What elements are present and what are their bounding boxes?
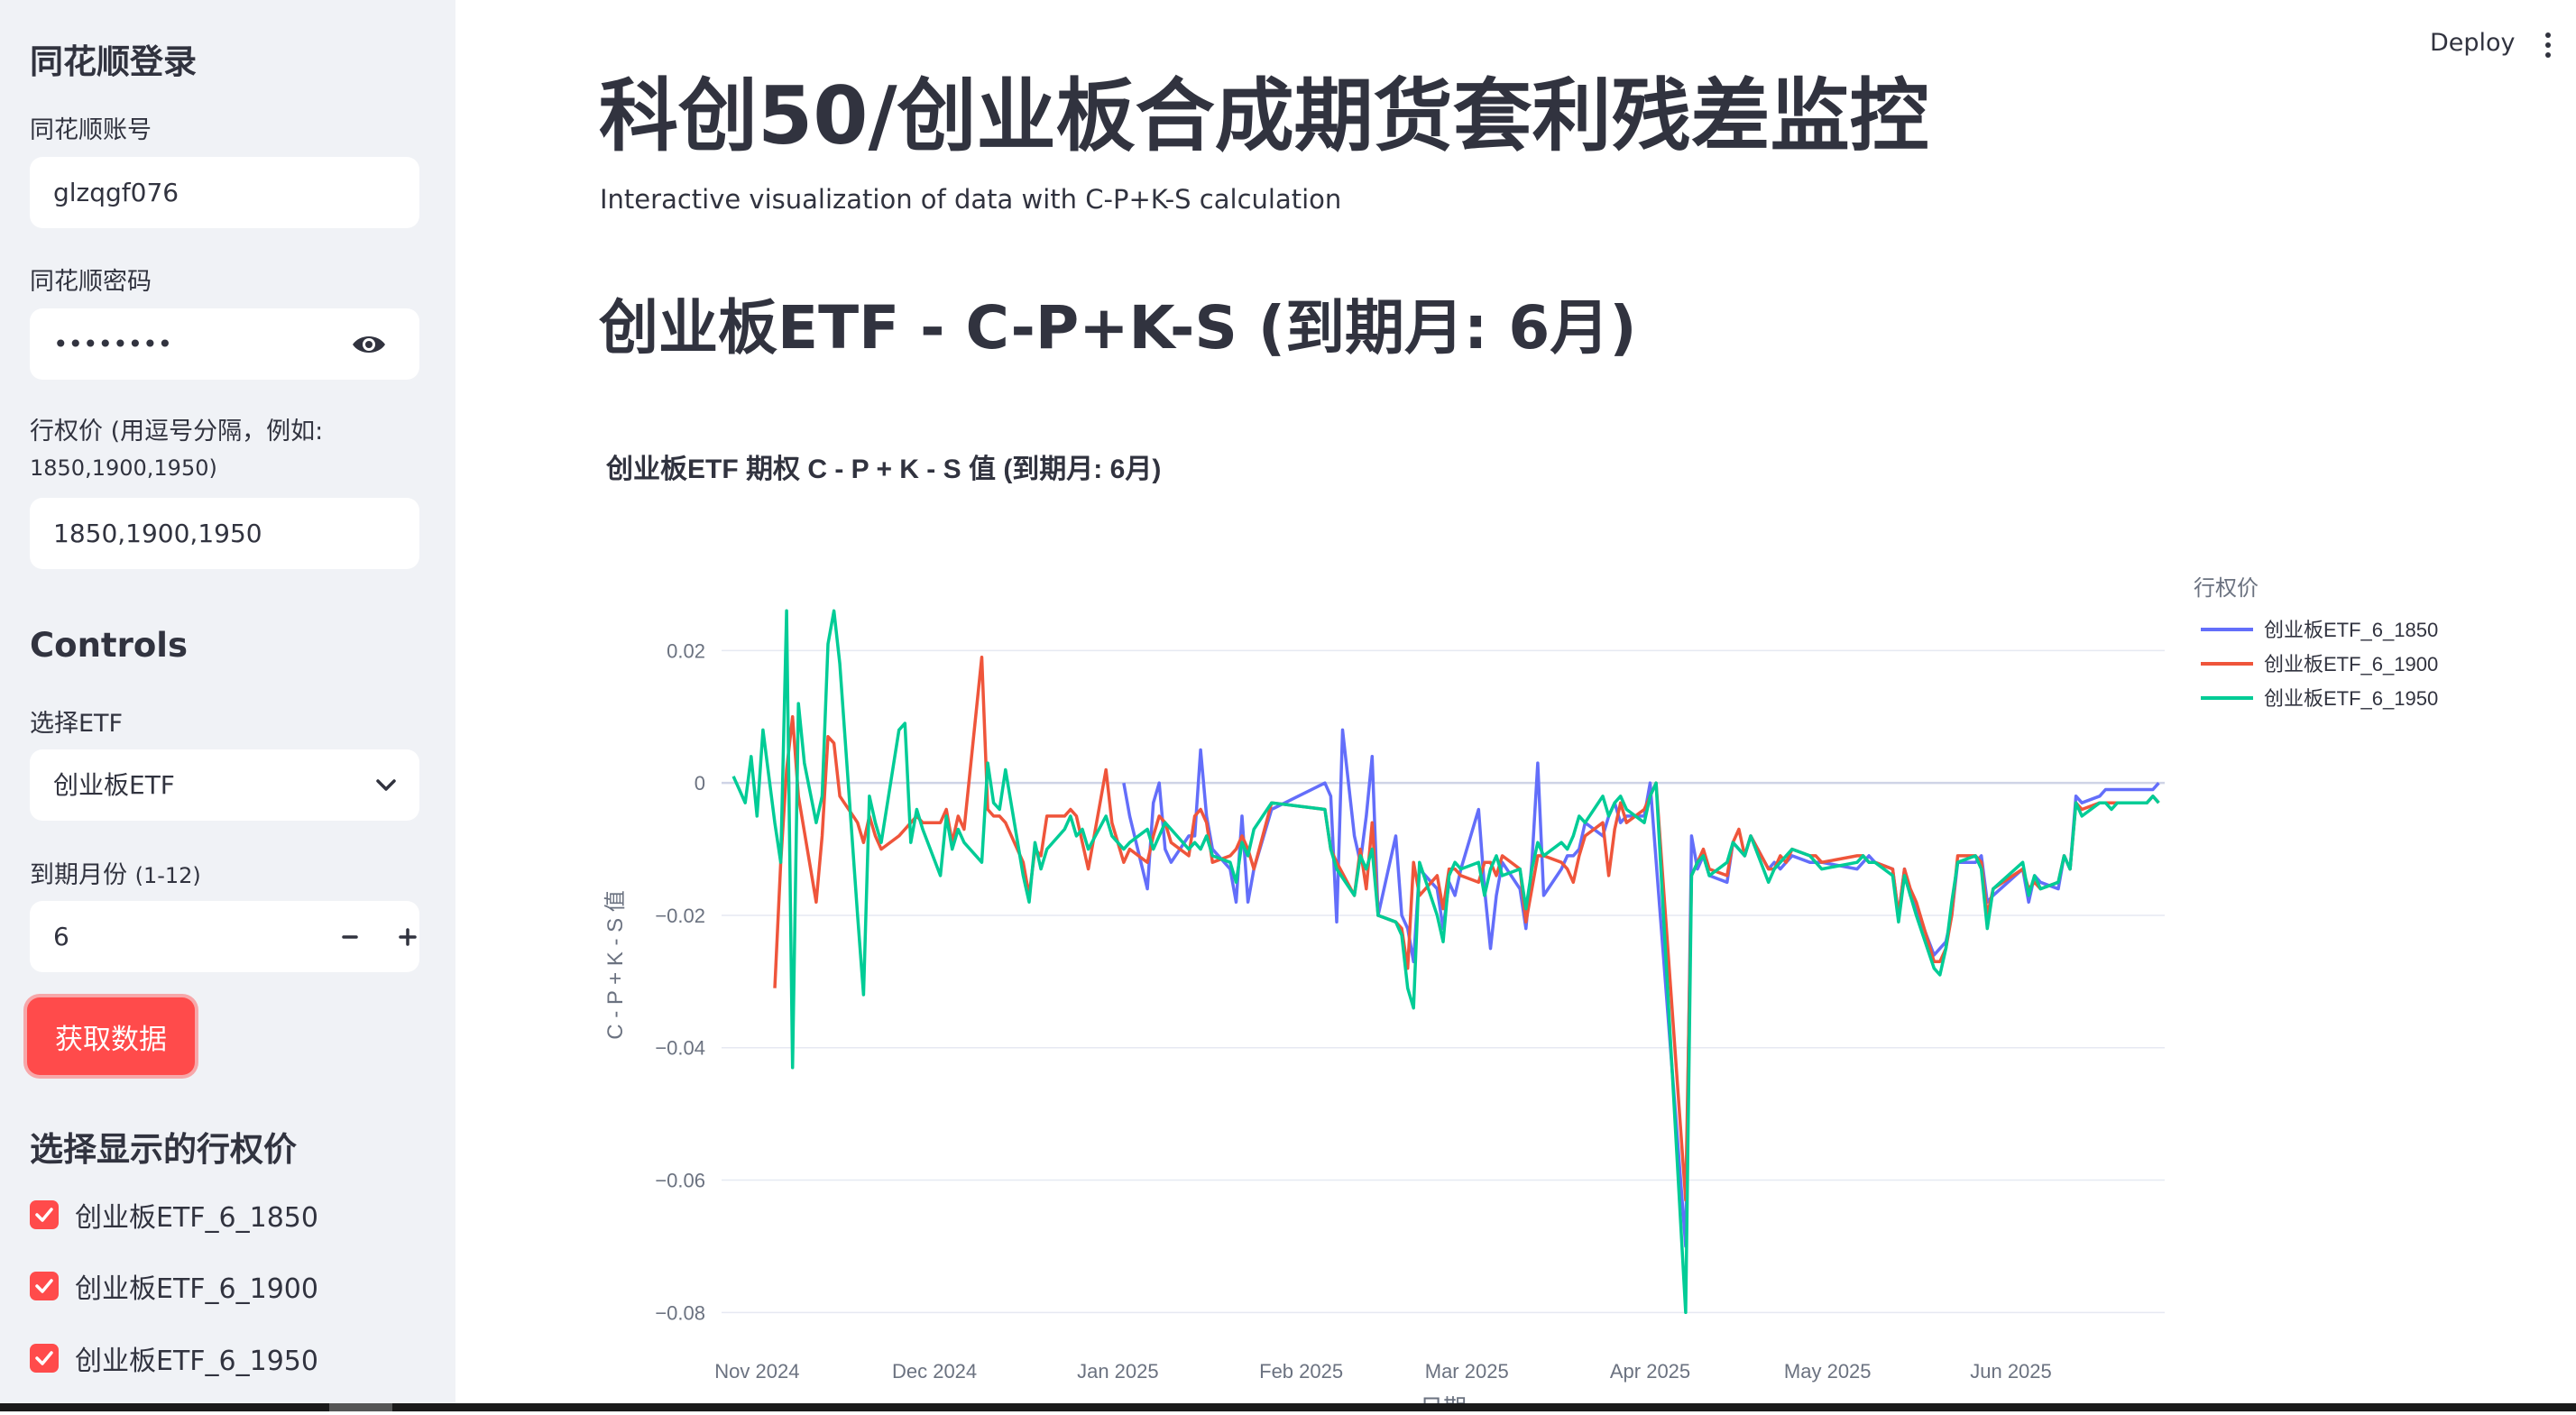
x-tick-label: Jan 2025 bbox=[1077, 1360, 1159, 1383]
checkbox-item[interactable]: 创业板ETF_6_1850 bbox=[30, 1197, 318, 1234]
login-heading: 同花顺登录 bbox=[30, 42, 197, 81]
checkbox-checked-icon[interactable] bbox=[30, 1200, 59, 1229]
kebab-menu-icon[interactable] bbox=[2545, 32, 2553, 62]
section-title: 创业板ETF - C-P+K-S (到期月: 6月) bbox=[599, 293, 1637, 363]
horizontal-scrollbar[interactable] bbox=[0, 1403, 2576, 1411]
y-tick-label: −0.04 bbox=[655, 1037, 705, 1060]
checkbox-item[interactable]: 创业板ETF_6_1900 bbox=[30, 1268, 318, 1305]
sidebar: 同花顺登录 同花顺账号 glzqgf076 同花顺密码 •••••••• 行权价… bbox=[0, 0, 455, 1411]
etf-select[interactable]: 创业板ETF bbox=[30, 749, 419, 821]
x-tick-label: Feb 2025 bbox=[1259, 1360, 1343, 1383]
scrollbar-thumb[interactable] bbox=[329, 1403, 392, 1411]
checkbox-checked-icon[interactable] bbox=[30, 1344, 59, 1373]
legend-label: 创业板ETF_6_1950 bbox=[2264, 687, 2438, 710]
y-axis-title: C - P + K - S 值 bbox=[603, 890, 628, 1040]
password-input[interactable]: •••••••• bbox=[30, 308, 419, 380]
checkbox-label: 创业板ETF_6_1950 bbox=[75, 1346, 318, 1377]
y-tick-label: −0.02 bbox=[655, 905, 705, 927]
x-tick-label: Apr 2025 bbox=[1610, 1360, 1690, 1383]
line-chart[interactable]: 创业板ETF 期权 C - P + K - S 值 (到期月: 6月) 0.02 0… bbox=[586, 424, 2576, 1415]
plus-icon[interactable] bbox=[385, 901, 430, 972]
legend-title: 行权价 bbox=[2194, 576, 2259, 601]
y-tick-label: −0.08 bbox=[655, 1301, 705, 1324]
etf-value: 创业板ETF bbox=[53, 770, 175, 800]
etf-label: 选择ETF bbox=[30, 710, 124, 738]
month-label-text: 到期月份 bbox=[30, 861, 127, 889]
minus-icon[interactable] bbox=[327, 901, 373, 972]
legend-label: 创业板ETF_6_1900 bbox=[2264, 653, 2438, 675]
checkbox-checked-icon[interactable] bbox=[30, 1272, 59, 1300]
controls-heading: Controls bbox=[30, 626, 188, 665]
account-input[interactable]: glzqgf076 bbox=[30, 157, 419, 228]
password-label: 同花顺密码 bbox=[30, 268, 152, 296]
fetch-data-button[interactable]: 获取数据 bbox=[27, 997, 195, 1075]
y-tick-label: −0.06 bbox=[655, 1170, 705, 1192]
month-label: 到期月份 (1-12) bbox=[30, 855, 201, 890]
chevron-down-icon bbox=[363, 749, 409, 821]
x-tick-label: May 2025 bbox=[1784, 1360, 1872, 1383]
y-tick-label: 0.02 bbox=[667, 639, 705, 662]
month-value: 6 bbox=[53, 922, 69, 951]
legend-label: 创业板ETF_6_1850 bbox=[2264, 619, 2438, 641]
page-description: Interactive visualization of data with C… bbox=[600, 184, 1342, 215]
y-tick-label: 0 bbox=[695, 772, 705, 795]
month-label-hint: (1-12) bbox=[134, 863, 201, 888]
eye-icon[interactable] bbox=[336, 308, 401, 380]
series-line-3 bbox=[731, 609, 2160, 1315]
checkbox-label: 创业板ETF_6_1850 bbox=[75, 1202, 318, 1234]
strike-input[interactable]: 1850,1900,1950 bbox=[30, 498, 419, 569]
strike-label: 行权价 (用逗号分隔，例如: bbox=[30, 418, 324, 446]
x-tick-label: Nov 2024 bbox=[714, 1360, 799, 1383]
chart-title: 创业板ETF 期权 C - P + K - S 值 (到期月: 6月) bbox=[605, 455, 1161, 484]
account-value: glzqgf076 bbox=[53, 178, 179, 207]
checkbox-item[interactable]: 创业板ETF_6_1950 bbox=[30, 1340, 318, 1377]
page-title: 科创50/创业板合成期货套利残差监控 bbox=[599, 69, 1929, 162]
strike-select-heading: 选择显示的行权价 bbox=[30, 1130, 297, 1169]
x-tick-label: Dec 2024 bbox=[892, 1360, 977, 1383]
chart-container: 创业板ETF 期权 C - P + K - S 值 (到期月: 6月) 0.02 0… bbox=[586, 424, 2576, 1415]
x-tick-label: Jun 2025 bbox=[1970, 1360, 2052, 1383]
account-label: 同花顺账号 bbox=[30, 116, 152, 144]
series-line-2 bbox=[773, 655, 2160, 1202]
deploy-button[interactable]: Deploy bbox=[2430, 29, 2516, 57]
checkbox-label: 创业板ETF_6_1900 bbox=[75, 1273, 318, 1305]
x-tick-label: Mar 2025 bbox=[1425, 1360, 1509, 1383]
series-line-1 bbox=[1122, 728, 2160, 1248]
strike-value: 1850,1900,1950 bbox=[53, 519, 262, 548]
month-stepper[interactable]: 6 bbox=[30, 901, 419, 972]
strike-label-example: 1850,1900,1950) bbox=[30, 455, 217, 481]
password-value: •••••••• bbox=[53, 329, 173, 359]
